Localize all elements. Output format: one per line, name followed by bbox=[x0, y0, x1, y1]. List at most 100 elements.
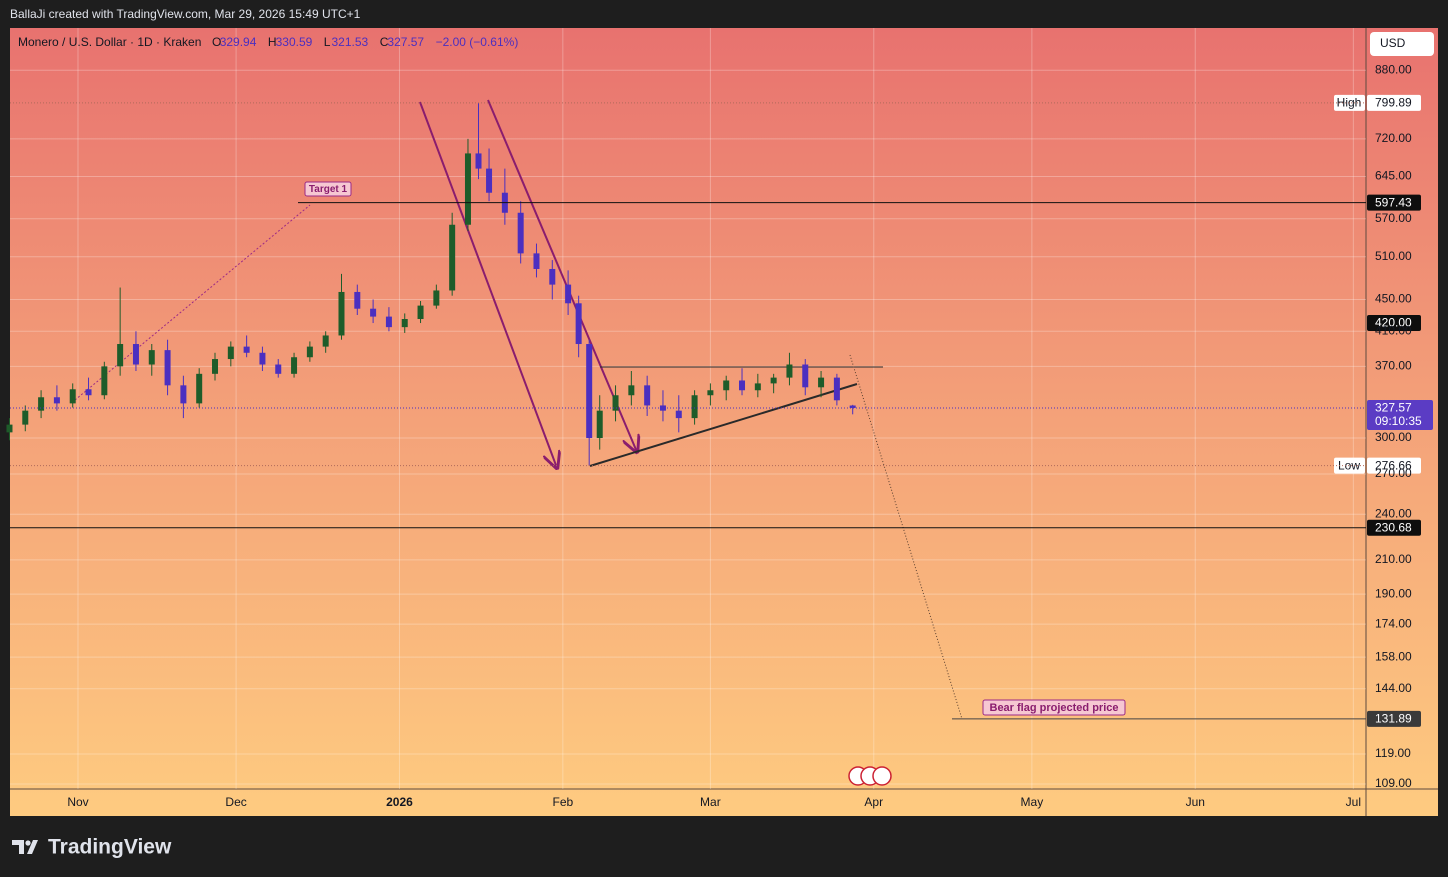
candle-body bbox=[517, 212, 524, 254]
candle-body bbox=[433, 290, 440, 306]
brand: TradingView bbox=[48, 836, 172, 859]
logo-dot bbox=[25, 840, 31, 846]
arrow bbox=[487, 99, 637, 452]
candle-body bbox=[354, 291, 361, 309]
candle-body bbox=[818, 377, 825, 388]
x-tick-label: 2026 bbox=[386, 795, 413, 809]
candle-body bbox=[833, 377, 840, 401]
y-tick-label: 720.00 bbox=[1375, 131, 1412, 145]
candle-body bbox=[723, 380, 730, 391]
candle-body bbox=[612, 395, 619, 411]
candle-body bbox=[132, 344, 139, 365]
level-tag bbox=[1367, 710, 1421, 727]
candle-body bbox=[586, 344, 593, 439]
annotation: Target 1 bbox=[309, 184, 348, 195]
candle-body bbox=[22, 410, 29, 425]
event-icons bbox=[848, 766, 892, 786]
current-price: 327.57 bbox=[1375, 401, 1412, 415]
candle-body bbox=[849, 405, 856, 408]
y-tick-label: 270.00 bbox=[1375, 466, 1412, 480]
candle-body bbox=[533, 253, 540, 269]
legend-title: Monero / U.S. Dollar · 1D · Kraken bbox=[18, 35, 201, 49]
x-tick-label: Dec bbox=[225, 795, 246, 809]
y-tick-label: 450.00 bbox=[1375, 292, 1412, 306]
y-tick-label: 570.00 bbox=[1375, 211, 1412, 225]
candle-body bbox=[659, 405, 666, 411]
tag-value: 276.66 bbox=[1375, 458, 1412, 472]
tag bbox=[1334, 457, 1365, 474]
legend-key: O bbox=[212, 35, 221, 49]
flag-support bbox=[589, 383, 858, 467]
annotation-box bbox=[304, 181, 352, 197]
credit: BallaJi created with TradingView.com, Ma… bbox=[10, 7, 361, 21]
y-tick-label: 119.00 bbox=[1375, 746, 1411, 760]
candle-body bbox=[802, 364, 809, 388]
y-tick-label: 880.00 bbox=[1375, 62, 1412, 76]
y-tick-label: 158.00 bbox=[1375, 649, 1412, 663]
y-tick-label: 240.00 bbox=[1375, 506, 1412, 520]
level-tag-label: 420.00 bbox=[1375, 316, 1412, 330]
candle-body bbox=[322, 335, 329, 347]
annotation: Bear flag projected price bbox=[990, 702, 1119, 714]
y-tick-label: 300.00 bbox=[1375, 430, 1412, 444]
candle-body bbox=[754, 383, 761, 391]
candle-body bbox=[243, 346, 250, 353]
y-tick-label: 190.00 bbox=[1375, 586, 1412, 600]
candle-body bbox=[180, 385, 187, 404]
tag-label: Low bbox=[1338, 458, 1360, 472]
legend-key: L bbox=[324, 35, 331, 49]
candle-body bbox=[101, 366, 108, 396]
candle-body bbox=[691, 395, 698, 419]
candles bbox=[6, 102, 856, 466]
level-tag-label: 131.89 bbox=[1375, 711, 1412, 725]
legend-value: 321.53 bbox=[332, 35, 369, 49]
candle-body bbox=[565, 284, 572, 304]
level-tag-label: 230.68 bbox=[1375, 520, 1412, 534]
candle-body bbox=[370, 308, 377, 317]
chart-panel bbox=[10, 28, 1438, 816]
candle-body bbox=[6, 424, 13, 433]
y-tick-label: 109.00 bbox=[1375, 776, 1412, 790]
candle-body bbox=[575, 303, 582, 345]
candle-body bbox=[675, 410, 682, 419]
candle-body bbox=[707, 390, 714, 396]
tag bbox=[1367, 457, 1421, 474]
countdown: 09:10:35 bbox=[1375, 414, 1422, 428]
drawings bbox=[74, 99, 963, 720]
candle-body bbox=[53, 397, 60, 404]
candle-body bbox=[338, 291, 345, 336]
y-tick-label: 144.00 bbox=[1375, 681, 1412, 695]
candle-body bbox=[449, 224, 456, 291]
x-tick-label: Jul bbox=[1346, 795, 1361, 809]
y-tick-label: 210.00 bbox=[1375, 552, 1412, 566]
candle-body bbox=[291, 357, 298, 374]
candle-body bbox=[196, 373, 203, 404]
candle-body bbox=[385, 316, 392, 328]
logo-icon bbox=[12, 840, 38, 854]
candle-body bbox=[227, 346, 234, 360]
candle-body bbox=[38, 397, 45, 411]
arrow bbox=[419, 101, 557, 468]
target-line bbox=[74, 204, 311, 401]
x-tick-label: Apr bbox=[864, 795, 883, 809]
legend-value: 330.59 bbox=[276, 35, 313, 49]
candle-body bbox=[275, 364, 282, 374]
grid bbox=[10, 28, 1366, 789]
candle-body bbox=[628, 385, 635, 396]
candle-body bbox=[786, 364, 793, 378]
candle-body bbox=[69, 389, 76, 404]
x-tick-label: Jun bbox=[1186, 795, 1205, 809]
currency[interactable]: USD bbox=[1380, 36, 1406, 50]
x-tick-label: Nov bbox=[67, 795, 88, 809]
candle-body bbox=[117, 344, 124, 367]
y-tick-label: 174.00 bbox=[1375, 616, 1412, 630]
tag-value: 799.89 bbox=[1375, 96, 1412, 110]
x-tick-label: Feb bbox=[552, 795, 573, 809]
projection-line bbox=[849, 354, 963, 720]
candle-body bbox=[85, 389, 92, 396]
candle-body bbox=[401, 319, 408, 328]
currency-button[interactable] bbox=[1370, 32, 1434, 56]
y-tick-label: 645.00 bbox=[1375, 169, 1412, 183]
